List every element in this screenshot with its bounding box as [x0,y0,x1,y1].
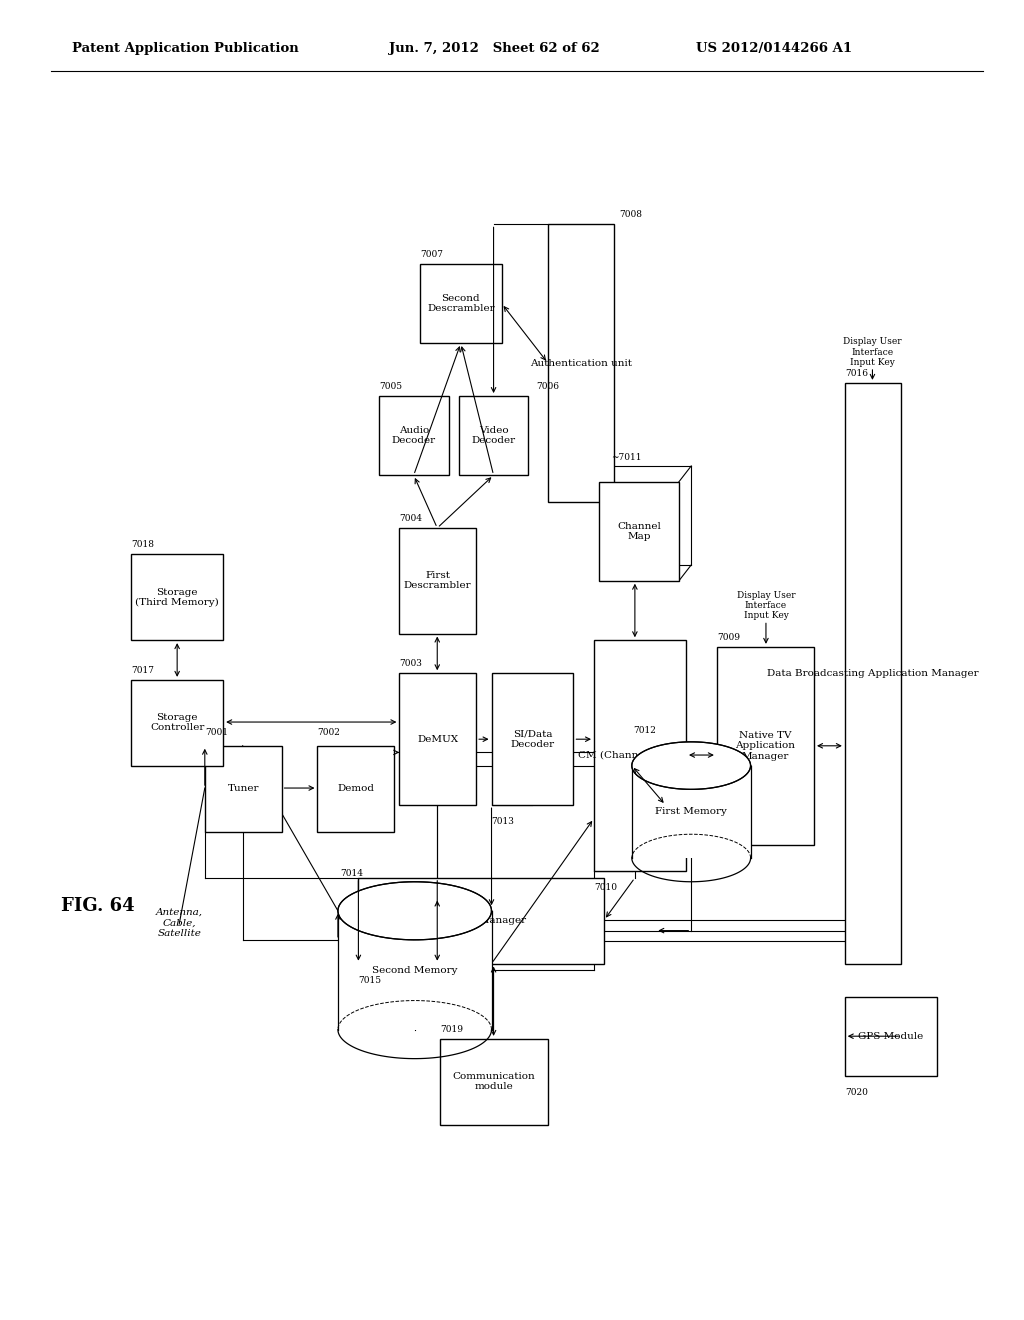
Text: 7016: 7016 [845,368,867,378]
Text: Second
Descrambler: Second Descrambler [427,294,495,313]
Text: System Manager: System Manager [436,916,526,925]
Text: First Memory: First Memory [655,808,727,816]
Bar [420,264,502,343]
Text: 7020: 7020 [845,1088,867,1097]
Text: Communication
module: Communication module [453,1072,536,1092]
Bar [131,554,223,640]
Text: CM (Channel Manager): CM (Channel Manager) [578,751,702,760]
Bar [717,647,814,845]
Bar [845,997,937,1076]
Text: Antenna,
Cable,
Satellite: Antenna, Cable, Satellite [156,908,203,939]
Bar [205,746,282,832]
Text: 7003: 7003 [399,659,422,668]
Text: Patent Application Publication: Patent Application Publication [72,42,298,55]
Text: 7018: 7018 [131,540,154,549]
Text: 7008: 7008 [620,210,642,219]
Bar [131,680,223,766]
Text: 7005: 7005 [379,381,402,391]
Text: 7012: 7012 [633,726,655,735]
Bar [338,911,492,1030]
Bar [548,224,614,502]
Text: 7007: 7007 [420,249,442,259]
Ellipse shape [338,882,492,940]
Text: Storage
(Third Memory): Storage (Third Memory) [135,587,219,607]
Text: Channel
Map: Channel Map [617,521,660,541]
Text: ~7011: ~7011 [611,453,642,462]
Bar [379,396,449,475]
Text: Jun. 7, 2012   Sheet 62 of 62: Jun. 7, 2012 Sheet 62 of 62 [389,42,600,55]
Bar [399,528,476,634]
Text: First
Descrambler: First Descrambler [403,572,472,590]
Bar [317,746,394,832]
Bar [459,396,528,475]
Text: US 2012/0144266 A1: US 2012/0144266 A1 [696,42,852,55]
Text: FIG. 64: FIG. 64 [61,896,135,915]
Text: 7004: 7004 [399,513,422,523]
Text: 7014: 7014 [340,869,362,878]
Bar [632,766,751,858]
Text: DeMUX: DeMUX [417,735,459,743]
Text: Second Memory: Second Memory [372,966,458,974]
Text: 7001: 7001 [205,727,227,737]
Text: Tuner: Tuner [227,784,259,793]
Bar [599,482,679,581]
Bar [492,673,573,805]
Text: 7015: 7015 [358,975,382,985]
Ellipse shape [632,742,751,789]
Bar [594,640,686,871]
Bar [399,673,476,805]
Text: 7009: 7009 [717,632,739,642]
Text: Demod: Demod [337,784,375,793]
Text: Video
Decoder: Video Decoder [471,426,516,445]
Text: 7002: 7002 [317,727,340,737]
Text: Data Broadcasting Application Manager: Data Broadcasting Application Manager [767,669,979,677]
Text: GPS Module: GPS Module [858,1032,924,1040]
Text: 7017: 7017 [131,665,154,675]
Bar [845,383,901,964]
Text: 7010: 7010 [594,883,616,892]
Text: Display User
Interface
Input Key: Display User Interface Input Key [736,590,796,620]
Text: SI/Data
Decoder: SI/Data Decoder [510,730,555,748]
Text: Storage
Controller: Storage Controller [150,713,205,733]
Text: Authentication unit: Authentication unit [530,359,632,367]
Text: Display User
Interface
Input Key: Display User Interface Input Key [843,337,902,367]
Text: 7006: 7006 [537,381,559,391]
Bar [440,1039,548,1125]
Text: 7019: 7019 [440,1024,463,1034]
Text: 7013: 7013 [492,817,514,826]
Text: Native TV
Application
Manager: Native TV Application Manager [735,731,796,760]
Text: Audio
Decoder: Audio Decoder [391,426,436,445]
Bar [358,878,604,964]
